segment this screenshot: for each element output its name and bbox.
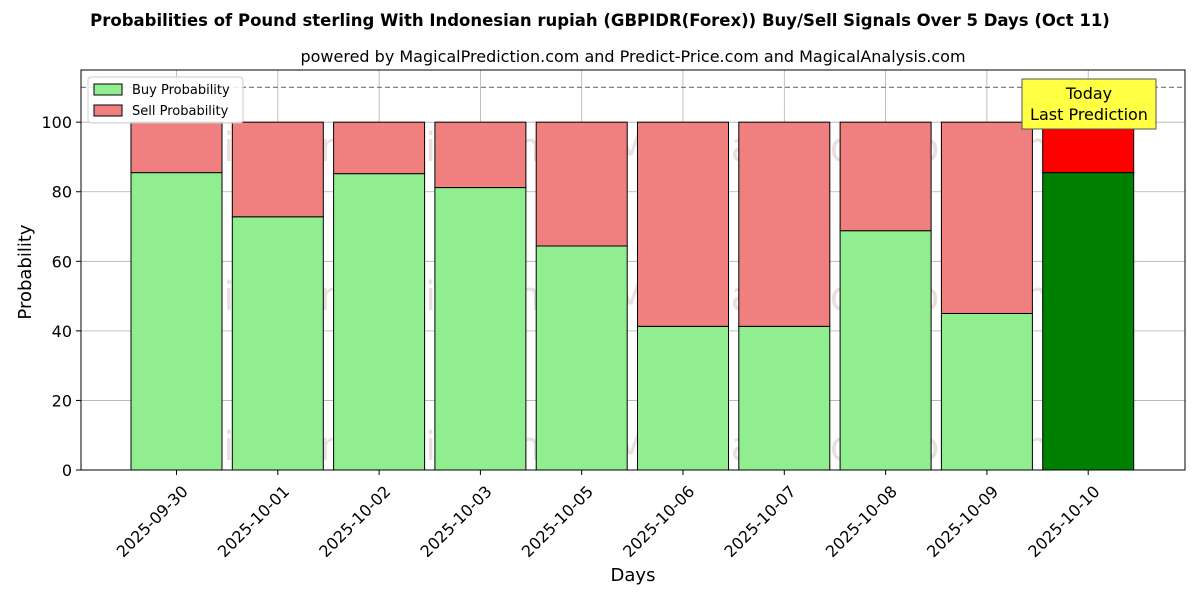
legend-box [87, 76, 244, 124]
legend-label-buy: Buy Probability [132, 83, 230, 98]
buy-bar [535, 245, 628, 471]
sell-bar [940, 121, 1033, 314]
y-axis-label: Probability [15, 224, 36, 319]
buy-bar [231, 216, 324, 471]
sell-bar [1042, 121, 1135, 174]
sell-bar [738, 121, 831, 327]
sell-bar [535, 121, 628, 247]
x-tick-label: 2025-10-01 [214, 482, 293, 561]
x-axis-label: Days [611, 565, 656, 586]
chart-subtitle: powered by MagicalPrediction.com and Pre… [300, 47, 965, 66]
sell-bar [333, 121, 426, 175]
x-tick-label: 2025-10-02 [315, 482, 394, 561]
sell-bar [130, 121, 223, 174]
buy-bar [839, 230, 932, 471]
y-tick-label: 60 [52, 252, 72, 271]
buy-bar [130, 172, 223, 471]
sell-bar [434, 121, 527, 189]
chart-title: Probabilities of Pound sterling With Ind… [90, 11, 1110, 30]
sell-bar [839, 121, 932, 232]
annotation-last-prediction: Last Prediction [1030, 105, 1148, 124]
legend-swatch-buy [93, 83, 123, 96]
buy-bar [333, 173, 426, 471]
sell-bar [231, 121, 324, 218]
buy-bar [1042, 172, 1135, 471]
x-tick-label: 2025-10-09 [923, 482, 1002, 561]
plot-frame [80, 69, 1186, 471]
x-tick-label: 2025-09-30 [113, 482, 192, 561]
buy-bar [738, 325, 831, 471]
legend-swatch-sell [93, 104, 123, 117]
y-tick-label: 80 [52, 183, 72, 202]
annotation-box [1021, 78, 1157, 130]
x-tick-label: 2025-10-05 [518, 482, 597, 561]
buy-bar [940, 312, 1033, 471]
x-tick-label: 2025-10-08 [822, 482, 901, 561]
buy-bar [637, 325, 729, 471]
x-tick-label: 2025-10-03 [417, 482, 496, 561]
y-tick-label: 20 [52, 391, 72, 410]
x-tick-label: 2025-10-10 [1024, 482, 1103, 561]
legend-label-sell: Sell Probability [132, 104, 229, 119]
sell-bar [637, 121, 729, 327]
y-tick-label: 100 [41, 113, 72, 132]
buy-bar [434, 187, 527, 471]
y-tick-label: 0 [62, 461, 72, 480]
y-tick-label: 40 [52, 322, 72, 341]
x-tick-label: 2025-10-07 [720, 482, 799, 561]
annotation-today: Today [1065, 84, 1112, 103]
x-tick-label: 2025-10-06 [619, 482, 698, 561]
